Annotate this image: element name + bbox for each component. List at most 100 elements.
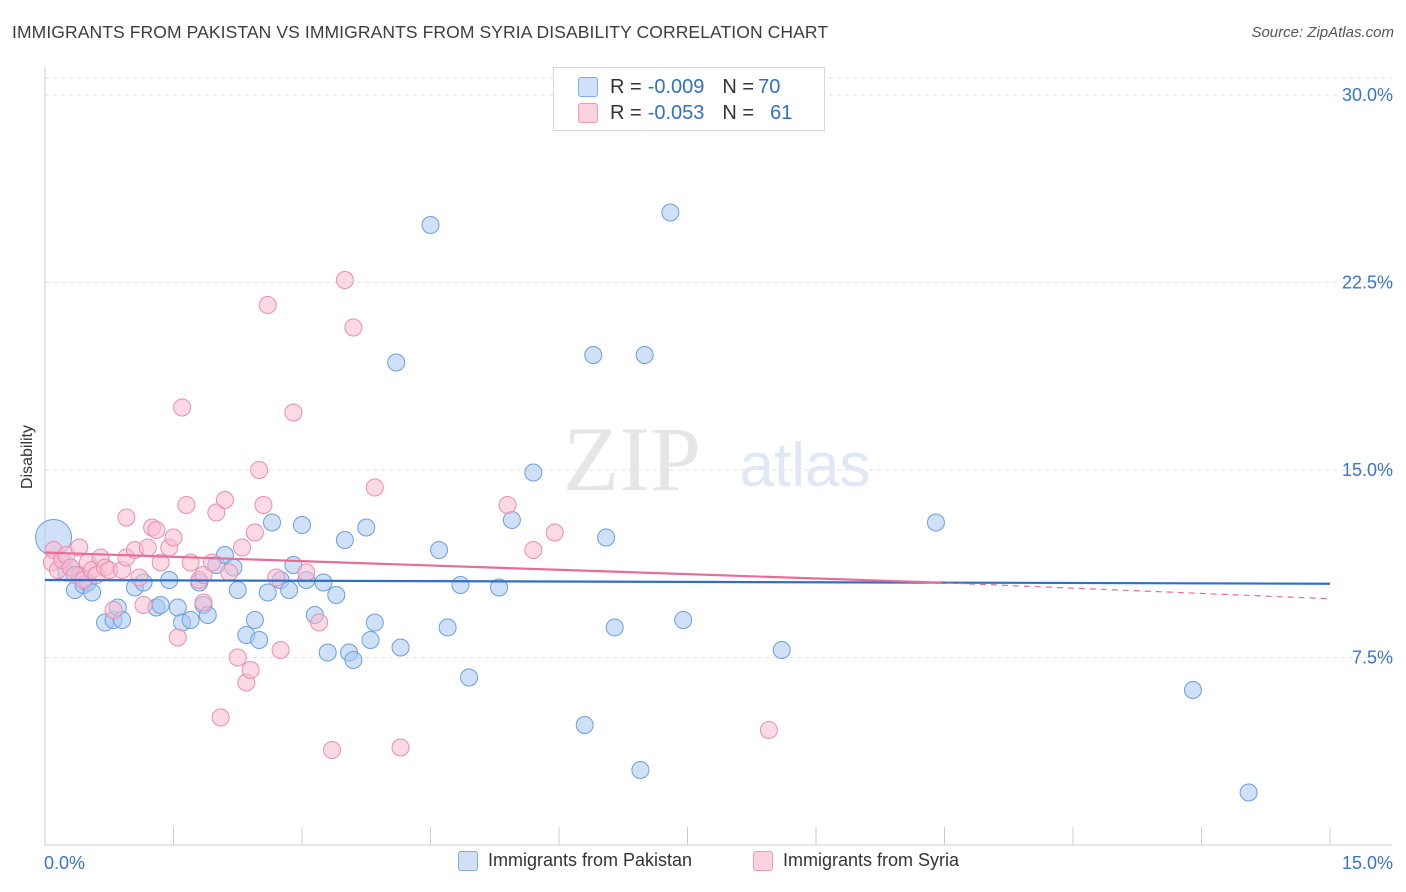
pakistan-point <box>438 618 457 637</box>
stats-swatch-pakistan <box>578 77 598 97</box>
pakistan-point <box>597 528 616 547</box>
pakistan-point <box>631 761 650 779</box>
tick-labels: 7.5% 15.0% 22.5% 30.0% 0.0% 15.0% <box>44 85 1393 873</box>
syria-point <box>151 553 170 572</box>
stats-n-label: N = <box>722 101 755 124</box>
pakistan-point <box>293 516 311 534</box>
syria-trend-extension <box>935 581 1331 600</box>
syria-point <box>220 563 239 582</box>
stats-row-syria: R = -0.053 N = 61 <box>554 100 792 126</box>
pakistan-point <box>524 463 543 482</box>
pakistan-point <box>1239 783 1258 802</box>
legend-item-pakistan[interactable]: Immigrants from Pakistan <box>458 850 692 871</box>
syria-points <box>42 271 778 759</box>
pakistan-point <box>168 598 187 617</box>
syria-point <box>498 496 517 514</box>
pakistan-point <box>502 511 521 529</box>
syria-point <box>138 538 157 557</box>
stats-n-value: 61 <box>770 101 793 124</box>
stats-n-label: N = <box>722 75 755 98</box>
x-tick-label-0: 0.0% <box>44 853 85 873</box>
syria-point <box>104 601 123 619</box>
stats-r-label: R = <box>610 75 642 98</box>
pakistan-point <box>245 611 264 629</box>
syria-point <box>203 553 222 572</box>
pakistan-point <box>490 578 509 597</box>
syria-point <box>335 271 354 289</box>
pakistan-point <box>661 203 680 222</box>
watermark-atlas: atlas <box>740 431 871 500</box>
pakistan-point <box>250 631 269 649</box>
pakistan-point <box>635 346 654 364</box>
pakistan-point <box>344 651 363 669</box>
pakistan-point <box>365 613 384 632</box>
syria-point <box>177 496 196 514</box>
pakistan-point <box>584 346 603 364</box>
syria-point <box>130 568 149 587</box>
syria-point <box>228 648 247 667</box>
legend-label-pakistan: Immigrants from Pakistan <box>488 850 693 870</box>
syria-point <box>297 563 316 582</box>
syria-point <box>759 721 778 739</box>
syria-point <box>164 528 183 547</box>
legend-label-syria: Immigrants from Syria <box>783 850 960 870</box>
x-tick-label-1: 15.0% <box>1342 853 1393 873</box>
syria-trend-line <box>44 551 936 584</box>
pakistan-point <box>926 513 945 532</box>
syria-point <box>284 403 303 422</box>
pakistan-trend-line <box>44 578 1331 585</box>
y-tick-label-1: 15.0% <box>1342 460 1393 480</box>
pakistan-point <box>460 668 479 687</box>
syria-point <box>310 613 329 632</box>
syria-point <box>267 568 286 587</box>
legend-item-syria[interactable]: Immigrants from Syria <box>753 850 959 871</box>
pakistan-point <box>151 596 170 614</box>
pakistan-point <box>772 641 791 659</box>
syria-point <box>365 478 384 497</box>
legend-swatch-pakistan <box>458 850 478 871</box>
pakistan-point <box>258 583 277 602</box>
y-axis-label: Disability <box>19 424 36 490</box>
pakistan-point <box>228 581 247 599</box>
syria-point <box>545 523 564 542</box>
syria-point <box>168 628 187 647</box>
syria-point <box>211 708 230 727</box>
y-tick-label-0: 7.5% <box>1352 648 1393 668</box>
legend: Immigrants from Pakistan Immigrants from… <box>0 850 1406 880</box>
pakistan-point <box>327 586 346 604</box>
syria-point <box>147 521 166 539</box>
pakistan-point <box>674 611 693 629</box>
chart-title: IMMIGRANTS FROM PAKISTAN VS IMMIGRANTS F… <box>12 22 829 42</box>
pakistan-point <box>318 643 337 662</box>
stats-swatch-syria <box>578 103 598 123</box>
stats-n-value: 70 <box>758 75 781 98</box>
syria-point <box>194 566 213 584</box>
source-label: Source: ZipAtlas.com <box>1251 24 1394 41</box>
pakistan-point <box>181 611 200 629</box>
pakistan-point <box>575 716 594 734</box>
syria-point <box>271 641 290 659</box>
pakistan-point <box>83 583 102 602</box>
pakistan-point <box>280 581 299 599</box>
pakistan-point <box>430 541 449 559</box>
syria-point <box>258 296 277 314</box>
syria-point <box>173 398 192 417</box>
syria-point <box>250 461 269 479</box>
syria-point <box>194 593 213 612</box>
stats-row-pakistan: R = -0.009 N = 70 <box>554 74 780 100</box>
pakistan-point <box>391 638 410 657</box>
syria-point <box>215 491 234 509</box>
y-tick-label-3: 30.0% <box>1342 85 1393 105</box>
pakistan-point <box>421 216 440 234</box>
pakistan-point <box>605 618 624 637</box>
syria-point <box>70 538 89 557</box>
legend-swatch-syria <box>753 850 773 871</box>
pakistan-point <box>335 531 354 549</box>
syria-point <box>207 503 226 522</box>
pakistan-point <box>314 573 333 592</box>
syria-point <box>254 496 273 514</box>
grid-lines <box>45 77 1392 658</box>
syria-point <box>344 318 363 337</box>
stats-box: R = -0.009 N = 70 R = -0.053 N = 61 <box>553 67 825 131</box>
syria-point <box>245 523 264 542</box>
